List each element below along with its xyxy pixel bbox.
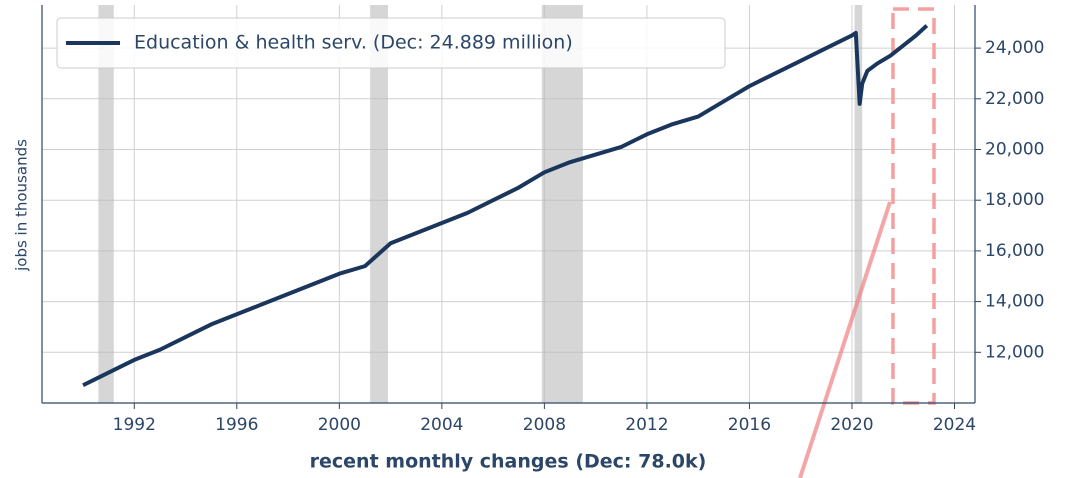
annotation-arrow — [798, 201, 892, 478]
legend-label: Education & health serv. (Dec: 24.889 mi… — [134, 32, 573, 54]
data-line — [82, 24, 929, 388]
x-tick-label: 2000 — [318, 415, 361, 435]
legend-box — [56, 17, 726, 69]
recession-band — [370, 5, 389, 403]
y-tick-label: 24,000 — [985, 38, 1044, 58]
y-tick-label: 12,000 — [985, 342, 1044, 362]
y-tick-label: 14,000 — [985, 292, 1044, 312]
x-tick-label: 1996 — [215, 415, 258, 435]
x-tick-label: 1992 — [113, 415, 156, 435]
recession-band — [854, 5, 863, 403]
y-tick-label: 16,000 — [985, 241, 1044, 261]
y-axis-label: jobs in thousands — [13, 139, 31, 272]
y-tick-label: 20,000 — [985, 139, 1044, 159]
x-axis-label: recent monthly changes (Dec: 78.0k) — [310, 451, 707, 473]
highlight-box — [891, 7, 936, 405]
x-tick-label: 2008 — [523, 415, 566, 435]
x-tick-label: 2016 — [728, 415, 771, 435]
x-tick-label: 2004 — [420, 415, 463, 435]
y-tick-label: 22,000 — [985, 89, 1044, 109]
x-tick-label: 2012 — [625, 415, 668, 435]
y-tick-label: 18,000 — [985, 190, 1044, 210]
x-tick-label: 2024 — [933, 415, 976, 435]
recession-band — [98, 5, 114, 403]
x-tick-label: 2020 — [830, 415, 873, 435]
recession-band — [541, 5, 583, 403]
